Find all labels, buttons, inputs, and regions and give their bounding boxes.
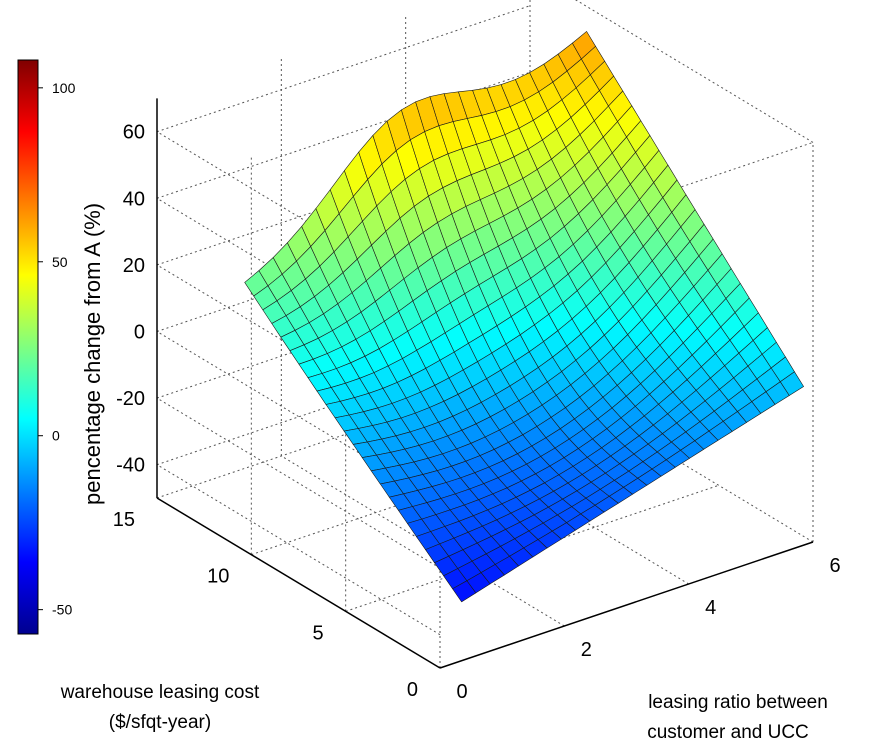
back-wall-grid-line (156, 5, 531, 133)
back-wall-grid-line (156, 71, 531, 199)
y-tick-label: 15 (113, 509, 135, 531)
z-tick-label: -40 (116, 455, 145, 477)
colorbar-tick-label: 100 (52, 80, 76, 96)
y-tick-label: 5 (313, 622, 324, 644)
colorbar (17, 59, 39, 635)
z-tick-label: 0 (134, 322, 145, 344)
floor-grid-line (156, 371, 531, 499)
colorbar-tick-label: -50 (52, 602, 72, 618)
x-tick-label: 6 (829, 555, 840, 577)
surface-patch (779, 371, 805, 396)
x-tick-label: 2 (581, 639, 592, 661)
x-axis-label-line1: leasing ratio between (648, 692, 828, 713)
y-axis-line (156, 497, 441, 669)
y-axis-label-line2: ($/sfqt-year) (109, 712, 211, 733)
y-tick-label: 10 (207, 566, 229, 588)
y-tick-label: 0 (407, 679, 418, 701)
x-tick-label: 4 (705, 597, 716, 619)
colorbar-ticks: -50 0 50 100 (38, 80, 76, 618)
colorbar-tick-label: 0 (52, 428, 60, 444)
z-tick-label: 60 (123, 122, 145, 144)
x-tick-label: 0 (456, 681, 467, 703)
top-edge-line (574, 0, 814, 143)
left-wall-grid-line (156, 397, 441, 569)
z-tick-label: 20 (123, 255, 145, 277)
z-tick-label: 40 (123, 188, 145, 210)
surface-mesh (244, 30, 805, 603)
y-axis-label-line1: warehouse leasing cost (60, 682, 260, 703)
z-tick-label: -20 (116, 388, 145, 410)
x-axis-label-line2: customer and UCC (647, 722, 809, 742)
z-axis-label: pencentage change from A (%) (80, 203, 105, 505)
left-wall-grid-line (156, 464, 441, 636)
colorbar-tick-label: 50 (52, 254, 68, 270)
x-axis-line (439, 541, 814, 669)
